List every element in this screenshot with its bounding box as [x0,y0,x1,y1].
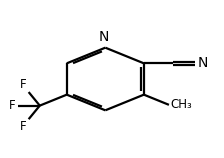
Text: N: N [99,30,109,44]
Text: F: F [20,78,27,91]
Text: F: F [20,120,27,133]
Text: N: N [198,56,208,70]
Text: CH₃: CH₃ [171,98,192,111]
Text: F: F [9,99,16,112]
